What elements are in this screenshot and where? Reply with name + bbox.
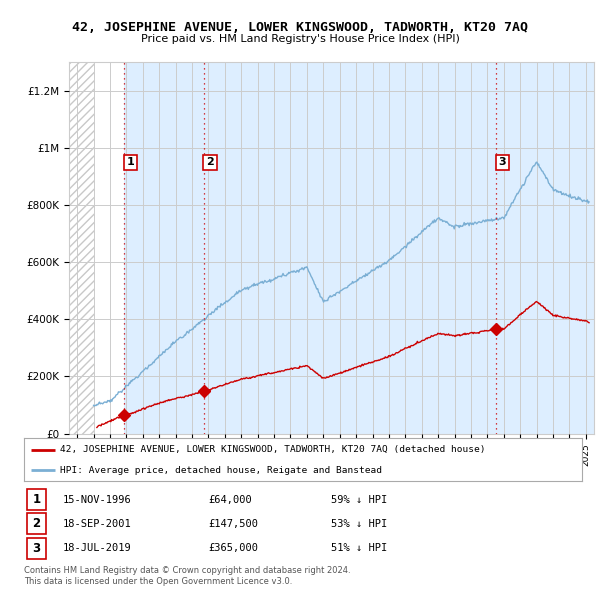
Bar [496,62,594,434]
Text: 42, JOSEPHINE AVENUE, LOWER KINGSWOOD, TADWORTH, KT20 7AQ: 42, JOSEPHINE AVENUE, LOWER KINGSWOOD, T… [72,21,528,34]
Text: 2: 2 [32,517,41,530]
Text: 15-NOV-1996: 15-NOV-1996 [63,495,132,505]
Text: 59% ↓ HPI: 59% ↓ HPI [331,495,387,505]
Text: 53% ↓ HPI: 53% ↓ HPI [331,519,387,529]
Text: 1: 1 [32,493,41,506]
FancyBboxPatch shape [27,489,46,510]
Bar [204,62,496,434]
Text: 42, JOSEPHINE AVENUE, LOWER KINGSWOOD, TADWORTH, KT20 7AQ (detached house): 42, JOSEPHINE AVENUE, LOWER KINGSWOOD, T… [60,445,486,454]
Text: 2: 2 [206,158,214,168]
Text: £365,000: £365,000 [208,543,258,553]
Text: 18-JUL-2019: 18-JUL-2019 [63,543,132,553]
Text: £147,500: £147,500 [208,519,258,529]
Text: HPI: Average price, detached house, Reigate and Banstead: HPI: Average price, detached house, Reig… [60,466,382,475]
Text: 1: 1 [127,158,134,168]
FancyBboxPatch shape [27,513,46,535]
Text: 18-SEP-2001: 18-SEP-2001 [63,519,132,529]
Text: 51% ↓ HPI: 51% ↓ HPI [331,543,387,553]
Text: This data is licensed under the Open Government Licence v3.0.: This data is licensed under the Open Gov… [24,577,292,586]
FancyBboxPatch shape [27,537,46,559]
Text: £64,000: £64,000 [208,495,252,505]
Text: Price paid vs. HM Land Registry's House Price Index (HPI): Price paid vs. HM Land Registry's House … [140,34,460,44]
Text: 3: 3 [32,542,41,555]
Text: Contains HM Land Registry data © Crown copyright and database right 2024.: Contains HM Land Registry data © Crown c… [24,566,350,575]
Bar [124,62,204,434]
Text: 3: 3 [499,158,506,168]
